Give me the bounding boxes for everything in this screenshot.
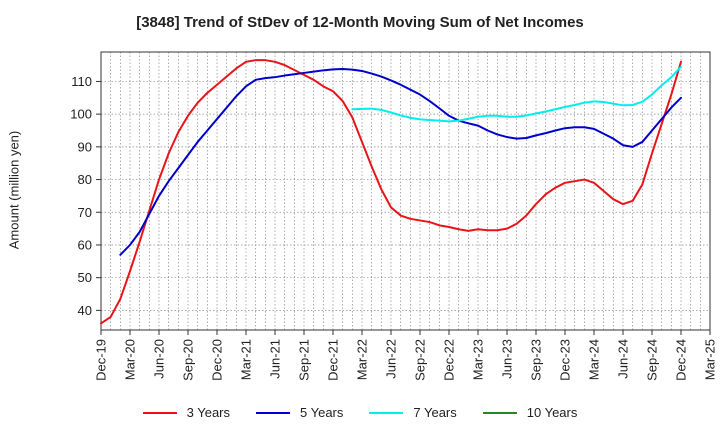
legend-item: 3 Years <box>142 405 230 420</box>
y-tick-label: 40 <box>78 303 92 318</box>
legend-label: 3 Years <box>186 405 230 420</box>
x-tick-label: Jun-20 <box>152 339 167 379</box>
x-tick-label: Sep-23 <box>529 339 544 381</box>
series-line-3-years <box>100 59 682 325</box>
legend-swatch <box>142 411 177 414</box>
y-tick-label: 110 <box>71 74 92 89</box>
x-tick-label: Mar-24 <box>587 339 602 380</box>
x-tick-label: Sep-20 <box>181 339 196 381</box>
x-tick-label: Dec-23 <box>558 339 573 381</box>
x-tick-label: Mar-21 <box>239 339 254 380</box>
x-tick-label: Jun-24 <box>616 339 631 379</box>
legend-item: 7 Years <box>369 405 457 420</box>
x-tick-label: Sep-22 <box>413 339 428 381</box>
x-tick-label: Mar-20 <box>123 339 138 380</box>
y-tick-label: 70 <box>78 205 92 220</box>
legend-swatch <box>256 411 290 414</box>
legend: 3 Years 5 Years 7 Years 10 Years <box>0 405 720 420</box>
legend-label: 5 Years <box>300 405 344 420</box>
x-tick-label: Sep-24 <box>645 339 660 381</box>
legend-swatch <box>482 411 517 414</box>
legend-item: 10 Years <box>482 405 578 420</box>
legend-swatch <box>369 411 404 414</box>
x-tick-label: Dec-19 <box>94 339 109 381</box>
series-line-7-years <box>351 65 682 123</box>
legend-label: 10 Years <box>526 405 578 420</box>
x-tick-label: Mar-23 <box>471 339 486 380</box>
chart-title: [3848] Trend of StDev of 12-Month Moving… <box>136 14 584 31</box>
x-tick-label: Dec-24 <box>674 339 689 381</box>
x-tick-label: Mar-22 <box>355 339 370 380</box>
y-tick-label: 80 <box>78 172 92 187</box>
x-tick-label: Dec-20 <box>210 339 225 381</box>
x-tick-label: Jun-22 <box>384 339 399 379</box>
x-tick-label: Mar-25 <box>703 339 718 380</box>
series-line-5-years <box>119 68 682 256</box>
y-tick-label: 50 <box>78 270 92 285</box>
x-tick-label: Jun-23 <box>500 339 515 379</box>
y-tick-label: 100 <box>70 107 92 122</box>
y-tick-label: 60 <box>78 237 92 252</box>
x-tick-label: Sep-21 <box>297 339 312 381</box>
plot-area-frame <box>100 51 711 331</box>
x-tick-label: Dec-22 <box>442 339 457 381</box>
y-tick-label: 90 <box>78 139 92 154</box>
x-tick-label: Jun-21 <box>268 339 283 379</box>
x-tick-label: Dec-21 <box>326 339 341 381</box>
legend-label: 7 Years <box>413 405 457 420</box>
legend-item: 5 Years <box>256 405 343 420</box>
